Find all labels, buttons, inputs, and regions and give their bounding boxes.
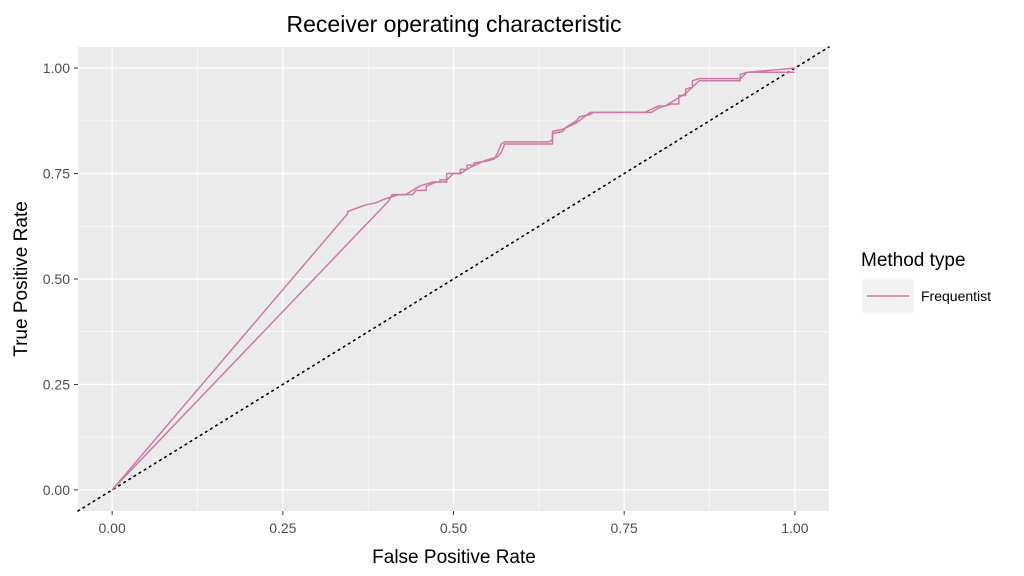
x-axis-ticks: 0.00 0.25 0.50 0.75 1.00 (99, 511, 809, 536)
y-tick-label: 0.75 (43, 166, 70, 182)
major-gridlines (78, 47, 829, 511)
x-tick-label: 0.25 (269, 520, 296, 536)
series-group (111, 67, 795, 491)
legend-label-frequentist: Frequentist (921, 288, 991, 304)
series-line-frequentist-1 (111, 71, 795, 491)
legend-title: Method type (861, 250, 966, 271)
y-axis-title: True Positive Rate (11, 201, 32, 357)
series-line-frequentist-2 (111, 67, 795, 491)
x-tick-label: 0.50 (440, 520, 467, 536)
y-tick-label: 1.00 (43, 60, 70, 76)
x-axis-title: False Positive Rate (372, 547, 536, 568)
x-tick-label: 1.00 (781, 520, 808, 536)
chart-title: Receiver operating characteristic (287, 11, 622, 37)
x-tick-label: 0.00 (99, 520, 126, 536)
y-tick-label: 0.50 (43, 271, 70, 287)
y-axis-ticks: 0.00 0.25 0.50 0.75 1.00 (43, 60, 78, 498)
y-tick-label: 0.00 (43, 482, 70, 498)
legend: Method type Frequentist (861, 250, 991, 313)
y-tick-label: 0.25 (43, 376, 70, 392)
x-tick-label: 0.75 (611, 520, 638, 536)
